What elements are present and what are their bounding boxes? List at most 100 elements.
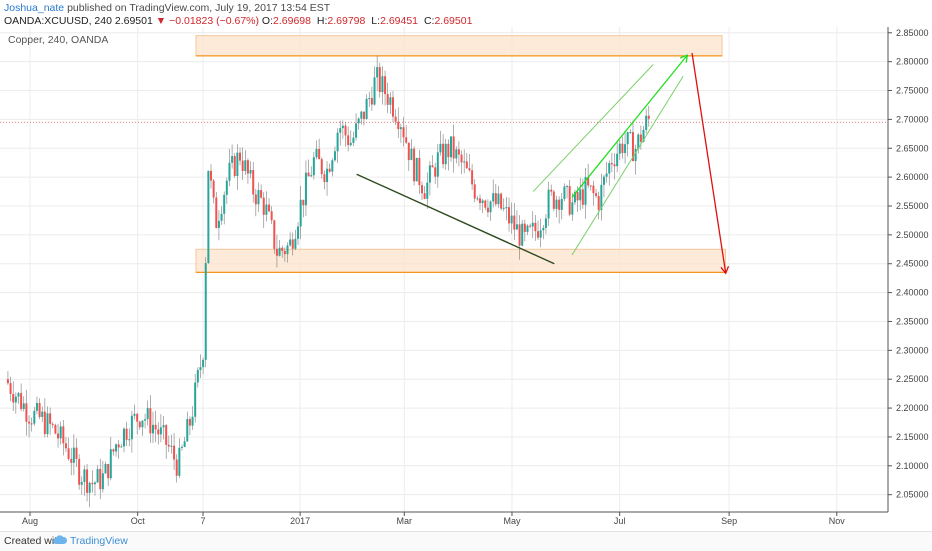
candle-153 [410, 139, 413, 161]
candle-body [43, 411, 46, 435]
candle-73 [199, 354, 202, 379]
candle-body [391, 97, 394, 117]
candle-235 [626, 131, 629, 157]
candle-54 [149, 395, 152, 443]
candle-body [70, 458, 73, 463]
y-tick-label: 2.50000 [896, 230, 929, 240]
candle-239 [637, 133, 640, 154]
candle-body [428, 165, 431, 183]
candle-154 [413, 146, 416, 186]
candle-201 [537, 220, 540, 240]
series-legend[interactable]: Copper, 240, OANDA [8, 34, 109, 46]
candle-body [307, 172, 310, 177]
candle-48 [133, 404, 136, 420]
candle-122 [328, 163, 331, 173]
candle-body [489, 201, 492, 213]
candle-202 [539, 218, 542, 248]
close-label: C: [423, 15, 435, 27]
candle-body [233, 156, 236, 176]
candle-208 [555, 195, 558, 218]
candle-body [165, 425, 168, 445]
candle-14 [43, 398, 46, 438]
candle-78 [212, 179, 215, 204]
candle-115 [310, 166, 313, 178]
candle-15 [46, 406, 49, 438]
candle-body [128, 439, 131, 441]
candle-224 [597, 191, 600, 220]
candle-body [413, 148, 416, 182]
candle-body [463, 161, 466, 163]
publisher-line: Joshua_nate published on TradingView.com… [4, 2, 330, 14]
candle-139 [373, 66, 376, 106]
candle-body [162, 425, 165, 428]
candle-181 [484, 199, 487, 211]
candle-body [410, 148, 413, 161]
candle-39 [109, 437, 112, 481]
candle-193 [515, 210, 518, 230]
candle-214 [571, 193, 574, 221]
candle-body [439, 143, 442, 153]
candle-body [415, 157, 418, 182]
candle-95 [257, 182, 260, 212]
candle-60 [165, 424, 168, 459]
candle-body [373, 77, 376, 105]
candle-body [260, 190, 263, 198]
candle-86 [233, 153, 236, 178]
candle-44 [122, 427, 125, 453]
candle-body [434, 167, 437, 177]
candle-body [626, 132, 629, 145]
candle-147 [394, 109, 397, 126]
candle-71 [194, 373, 197, 423]
trend-drawings [0, 52, 888, 272]
candle-37 [104, 461, 107, 474]
low-label: L: [371, 15, 381, 27]
candle-body [381, 76, 384, 93]
tradingview-brand-link[interactable]: TradingView [70, 535, 128, 547]
tradingview-cloud-icon[interactable] [53, 535, 68, 548]
candle-body [634, 148, 637, 162]
candle-body [368, 98, 371, 100]
y-tick-label: 2.65000 [896, 143, 929, 153]
candle-body [278, 247, 281, 256]
candle-body [83, 469, 86, 482]
candle-body [151, 424, 154, 434]
candle-body [254, 194, 257, 205]
candle-217 [579, 177, 582, 211]
candle-body [12, 393, 15, 403]
candle-130 [349, 130, 352, 147]
candles [6, 55, 650, 508]
candle-175 [468, 153, 471, 172]
candle-131 [352, 131, 355, 147]
candle-body [326, 168, 329, 183]
candle-228 [608, 160, 611, 186]
candle-body [149, 408, 152, 434]
candle-body [347, 135, 350, 146]
candle-81 [220, 206, 223, 225]
candle-body [115, 444, 118, 452]
candle-body [154, 424, 157, 430]
x-tick-label: Jul [614, 516, 626, 526]
username-link[interactable]: Joshua_nate [4, 2, 65, 14]
candle-173 [463, 149, 466, 174]
candle-body [616, 153, 619, 167]
candle-206 [550, 184, 553, 196]
candle-body [25, 403, 28, 422]
candle-body [341, 125, 344, 129]
candle-body [244, 160, 247, 172]
candle-168 [450, 136, 453, 162]
channel-lower-line [571, 75, 684, 256]
candle-169 [452, 124, 455, 173]
candle-body [563, 186, 566, 199]
candle-8 [28, 415, 31, 438]
candle-body [59, 426, 62, 439]
last-price: 2.69501 [114, 15, 153, 27]
candle-body [175, 459, 178, 476]
price-chart[interactable]: 2.85000 2.80000 2.75000 2.70000 2.65000 2.600… [0, 0, 932, 531]
candle-body [49, 413, 52, 424]
candle-108 [291, 232, 294, 256]
candle-body [80, 481, 83, 485]
candle-110 [297, 222, 300, 246]
candle-107 [289, 232, 292, 247]
candle-182 [486, 199, 489, 217]
candle-109 [294, 229, 297, 251]
